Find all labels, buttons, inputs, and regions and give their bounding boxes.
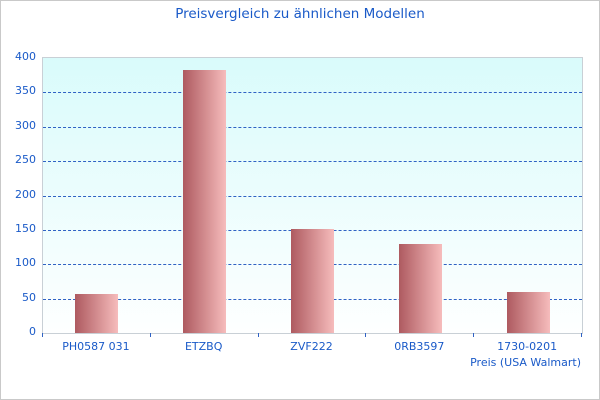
- x-category-label-PH0587-031: PH0587 031: [62, 340, 130, 353]
- x-category-label-ETZBQ: ETZBQ: [184, 340, 223, 353]
- x-category-label-1730-0201: 1730-0201: [497, 340, 558, 353]
- y-tick-label-150: 150: [15, 221, 36, 235]
- chart-title: Preisvergleich zu ähnlichen Modellen: [175, 6, 425, 22]
- y-tick-label-400: 400: [15, 50, 36, 63]
- x-tick-mark-0: [42, 333, 43, 337]
- x-category-label-ZVF222: ZVF222: [290, 340, 333, 353]
- bar-0RB3597: [398, 243, 442, 333]
- gridline-250: [43, 161, 582, 163]
- y-tick-label-250: 250: [15, 153, 36, 167]
- bar-1730-0201: [506, 291, 550, 333]
- plot-area: [42, 57, 583, 334]
- x-tick-mark-1: [149, 333, 151, 337]
- x-tick-mark-4: [473, 333, 475, 337]
- x-category-label-0RB3597: 0RB3597: [394, 340, 445, 353]
- x-tick-mark-2: [257, 333, 259, 337]
- gridline-200: [43, 195, 582, 197]
- y-tick-label-300: 300: [15, 118, 36, 132]
- bar-PH0587-031: [75, 293, 119, 333]
- x-axis-title: Preis (USA Walmart): [470, 356, 581, 369]
- gridline-350: [43, 92, 582, 94]
- y-tick-label-0: 0: [29, 325, 36, 338]
- x-tick-mark-5: [581, 333, 582, 337]
- y-tick-label-200: 200: [15, 187, 36, 201]
- y-tick-label-350: 350: [15, 84, 36, 98]
- bar-ZVF222: [291, 228, 334, 333]
- bar-ETZBQ: [183, 70, 227, 333]
- gridline-300: [43, 126, 582, 128]
- y-tick-label-100: 100: [15, 256, 36, 270]
- y-tick-label-50: 50: [22, 290, 36, 304]
- x-tick-mark-3: [365, 333, 367, 337]
